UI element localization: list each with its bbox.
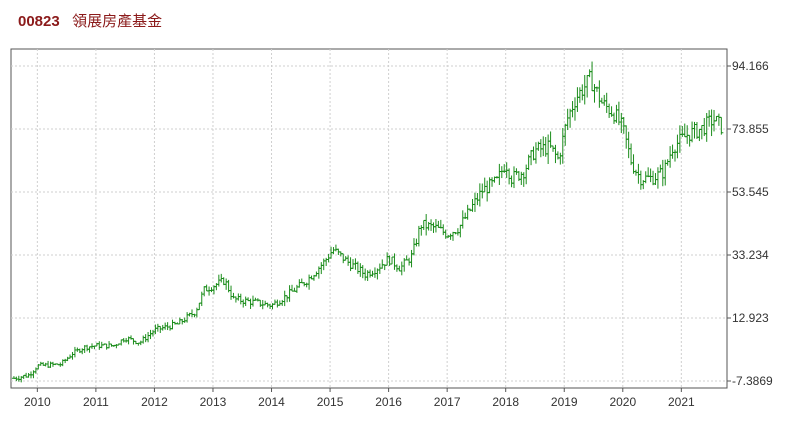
plot-frame: [10, 48, 728, 389]
x-tick-label: 2014: [258, 395, 285, 409]
x-tick-label: 2010: [24, 395, 51, 409]
x-tick-label: 2013: [200, 395, 227, 409]
x-tick-label: 2018: [492, 395, 519, 409]
chart-header: 00823 領展房產基金: [18, 10, 162, 34]
x-tick-label: 2021: [668, 395, 695, 409]
x-tick-label: 2011: [83, 395, 109, 409]
y-tick-label: -7.3869: [732, 374, 773, 388]
x-tick-label: 2016: [375, 395, 402, 409]
stock-name: 領展房產基金: [72, 12, 163, 30]
y-tick-label: 53.545: [732, 185, 769, 199]
x-tick-label: 2015: [317, 395, 344, 409]
stock-code: 00823: [18, 13, 60, 30]
y-tick-label: 73.855: [732, 122, 769, 136]
ohlc-bar: [719, 116, 724, 135]
y-tick-label: 33.234: [732, 248, 769, 262]
y-tick-label: 94.166: [732, 59, 769, 73]
x-tick-label: 2012: [141, 395, 168, 409]
x-tick-label: 2017: [434, 395, 461, 409]
x-tick-label: 2019: [551, 395, 578, 409]
x-tick-label: 2020: [609, 395, 636, 409]
y-tick-label: 12.923: [732, 311, 769, 325]
